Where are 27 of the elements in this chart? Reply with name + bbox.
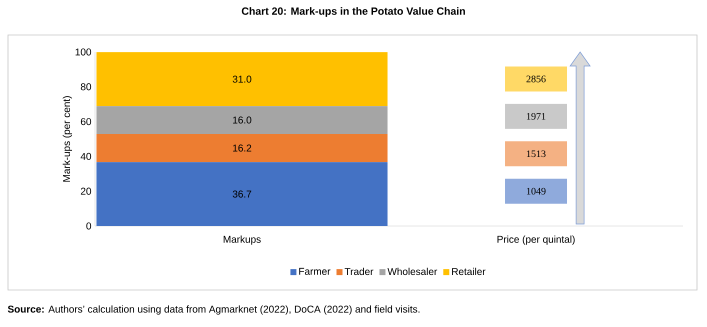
y-tick-label: 0 xyxy=(86,222,92,230)
annotation: 1049 xyxy=(526,188,546,195)
legend-label: Wholesaler xyxy=(388,268,438,276)
x-tick-label: Price (per quintal) xyxy=(498,236,575,245)
annotation: 1971 xyxy=(526,113,546,120)
annotation: 1513 xyxy=(526,150,546,158)
y-tick-label: 20 xyxy=(80,188,92,195)
y-tick-label: 80 xyxy=(80,83,92,90)
y-tick-label: 40 xyxy=(80,152,92,160)
bar xyxy=(96,52,388,106)
legend-label: Farmer xyxy=(299,268,330,275)
y-tick-label: 100 xyxy=(76,48,92,56)
y-tick-label: 60 xyxy=(80,118,92,126)
legend-label: Retailer xyxy=(452,268,486,276)
bar xyxy=(96,134,388,162)
data-label: 16.0 xyxy=(233,116,252,124)
data-label: 36.7 xyxy=(232,190,252,198)
data-label: 31.0 xyxy=(232,76,252,83)
chart-title: Chart 20: Mark-ups in the Potato Value Chain xyxy=(242,7,465,17)
text: Source: Authors’ calculation using data from Agmarknet (2022), DoCA (2022) and field visits. xyxy=(8,305,420,315)
bar xyxy=(96,106,388,134)
x-tick-label: Markups xyxy=(224,236,261,245)
data-label: 16.2 xyxy=(233,144,252,152)
bar xyxy=(96,162,388,226)
y-axis-title: Mark-ups (per cent) xyxy=(62,96,72,182)
annotation: 2856 xyxy=(526,76,546,82)
legend-label: Trader xyxy=(344,268,374,276)
